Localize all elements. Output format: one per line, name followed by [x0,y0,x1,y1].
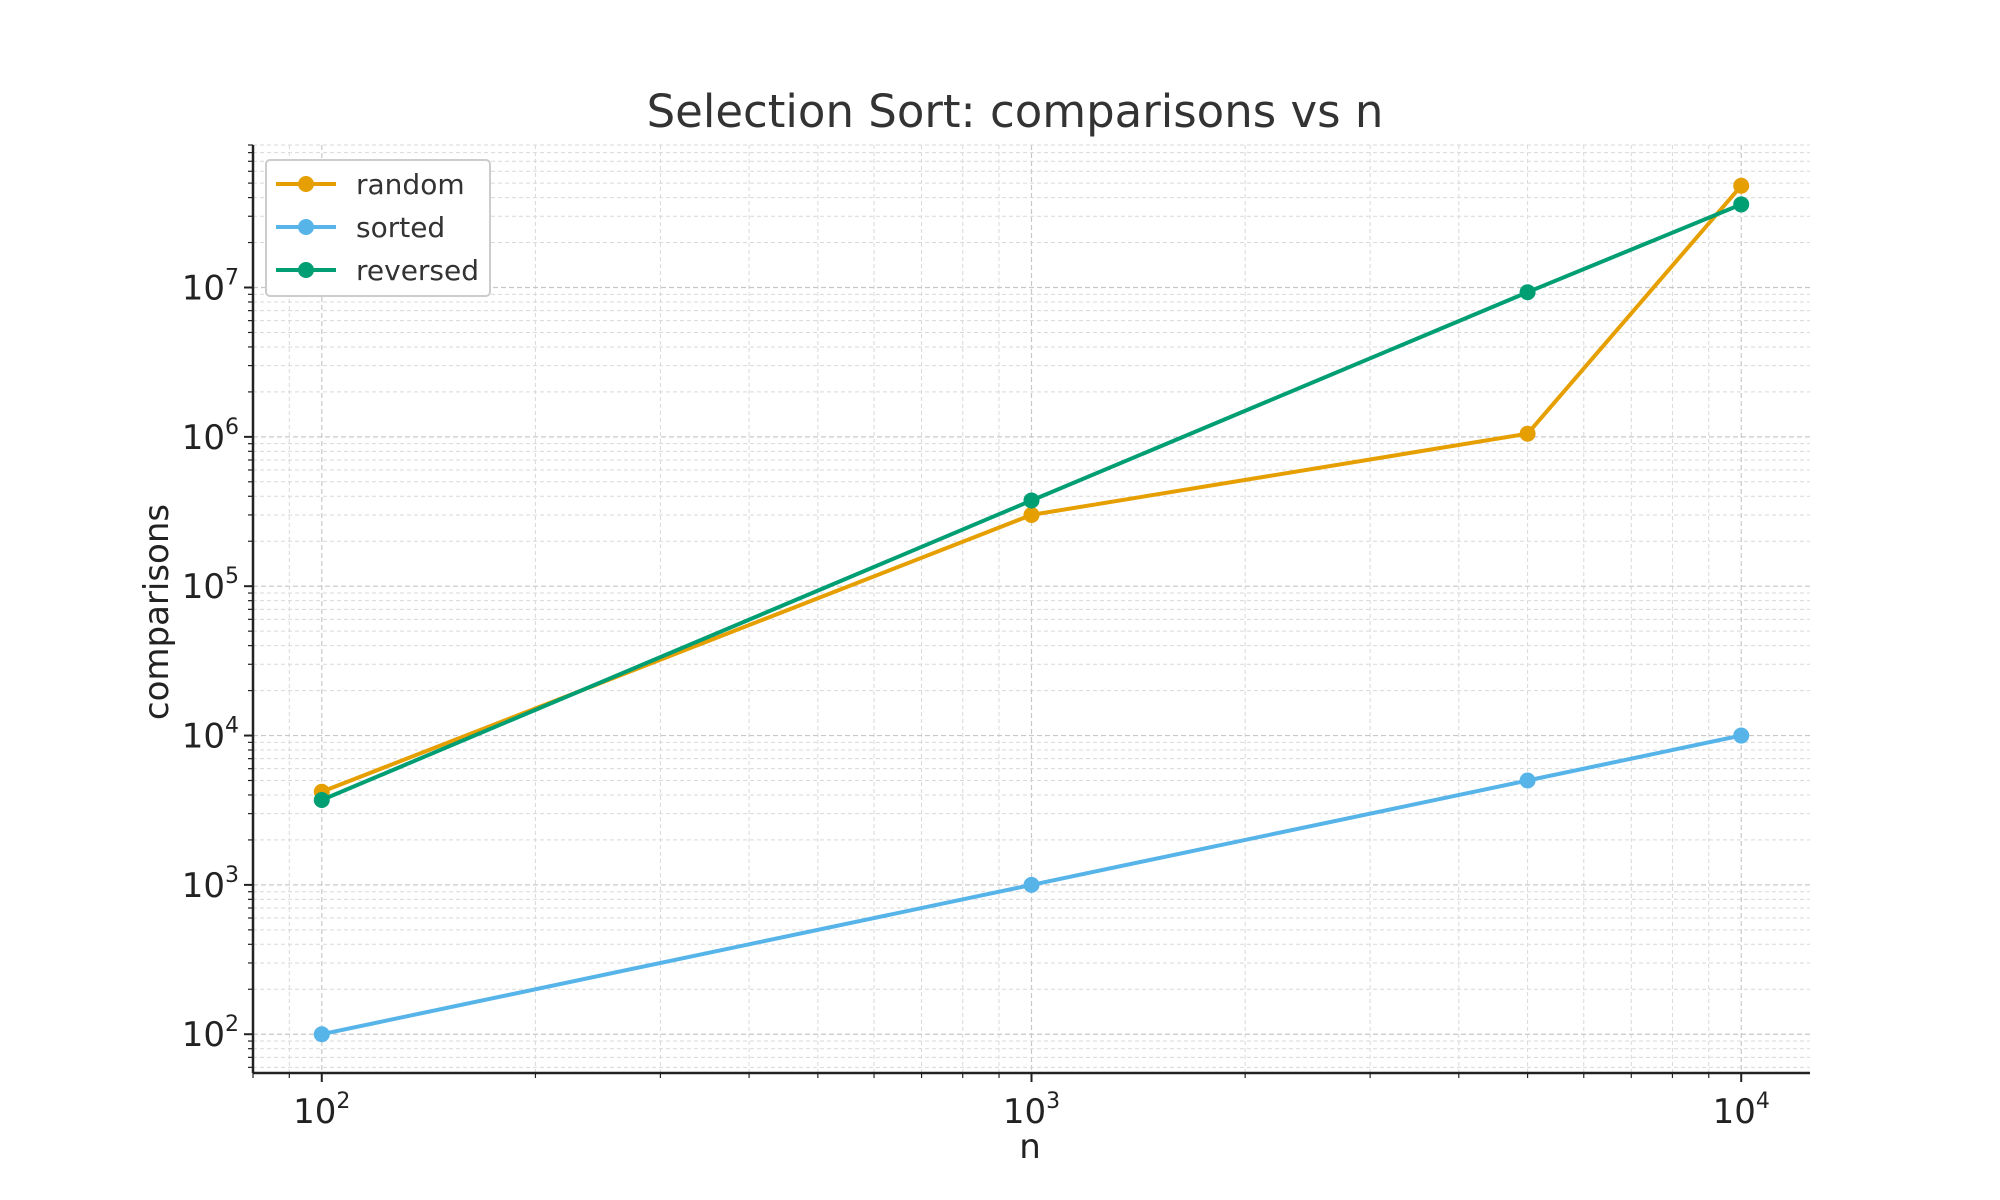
legend-label-reversed: reversed [356,254,479,287]
y-tick-label: 106 [182,415,239,458]
y-tick-label-exponent: 4 [225,714,239,739]
y-tick-label-base: 10 [182,1015,225,1055]
x-tick-label-exponent: 4 [1756,1089,1770,1114]
data-point-reversed [1023,492,1040,509]
chart-title: Selection Sort: comparisons vs n [647,85,1384,138]
y-axis-title: comparisons [137,504,177,720]
x-tick-label-exponent: 2 [336,1089,350,1114]
y-tick-label-exponent: 2 [225,1012,239,1037]
grid [252,144,1810,1073]
data-point-random [1519,425,1536,442]
data-point-random [1023,506,1040,523]
y-tick-label-base: 10 [182,866,225,906]
x-tick-label: 102 [293,1089,350,1132]
y-tick-label: 107 [182,266,239,309]
legend-label-sorted: sorted [356,211,445,244]
x-tick-label: 104 [1713,1089,1770,1132]
data-point-sorted [313,1026,330,1043]
y-tick-label-base: 10 [182,717,225,757]
legend-label-random: random [356,168,465,201]
y-tick-label-exponent: 3 [225,863,239,888]
y-tick-label-exponent: 7 [225,266,239,291]
data-point-reversed [313,792,330,809]
data-point-sorted [1023,876,1040,893]
x-tick-label-base: 10 [1003,1092,1046,1132]
y-tick-label: 104 [182,714,239,757]
series-line-reversed [321,202,1742,802]
data-point-random [1733,177,1750,194]
data-point-reversed [1519,284,1536,301]
legend: random sorted reversed [265,159,491,297]
y-tick-label: 105 [182,564,239,607]
x-axis-title: n [1019,1127,1041,1167]
series-line-random [321,184,1743,794]
axes [244,144,1810,1082]
y-tick-label-exponent: 6 [225,415,239,440]
legend-marker-sorted [298,219,314,235]
x-tick-label-exponent: 3 [1046,1089,1060,1114]
legend-marker-random [298,176,314,192]
data-point-sorted [1733,727,1750,744]
y-tick-label-exponent: 5 [225,564,239,589]
x-tick-label-base: 10 [293,1092,336,1132]
y-tick-label: 103 [182,863,239,906]
legend-marker-reversed [298,262,314,278]
x-tick-label: 103 [1003,1089,1060,1132]
legend-box [265,159,491,297]
y-tick-label: 102 [182,1012,239,1055]
y-tick-label-base: 10 [182,269,225,309]
series-lines [313,177,1750,1043]
series-line-sorted [321,733,1742,1037]
y-tick-label-base: 10 [182,567,225,607]
data-point-sorted [1519,772,1536,789]
y-tick-label-base: 10 [182,418,225,458]
data-point-reversed [1733,196,1750,213]
x-tick-label-base: 10 [1713,1092,1756,1132]
